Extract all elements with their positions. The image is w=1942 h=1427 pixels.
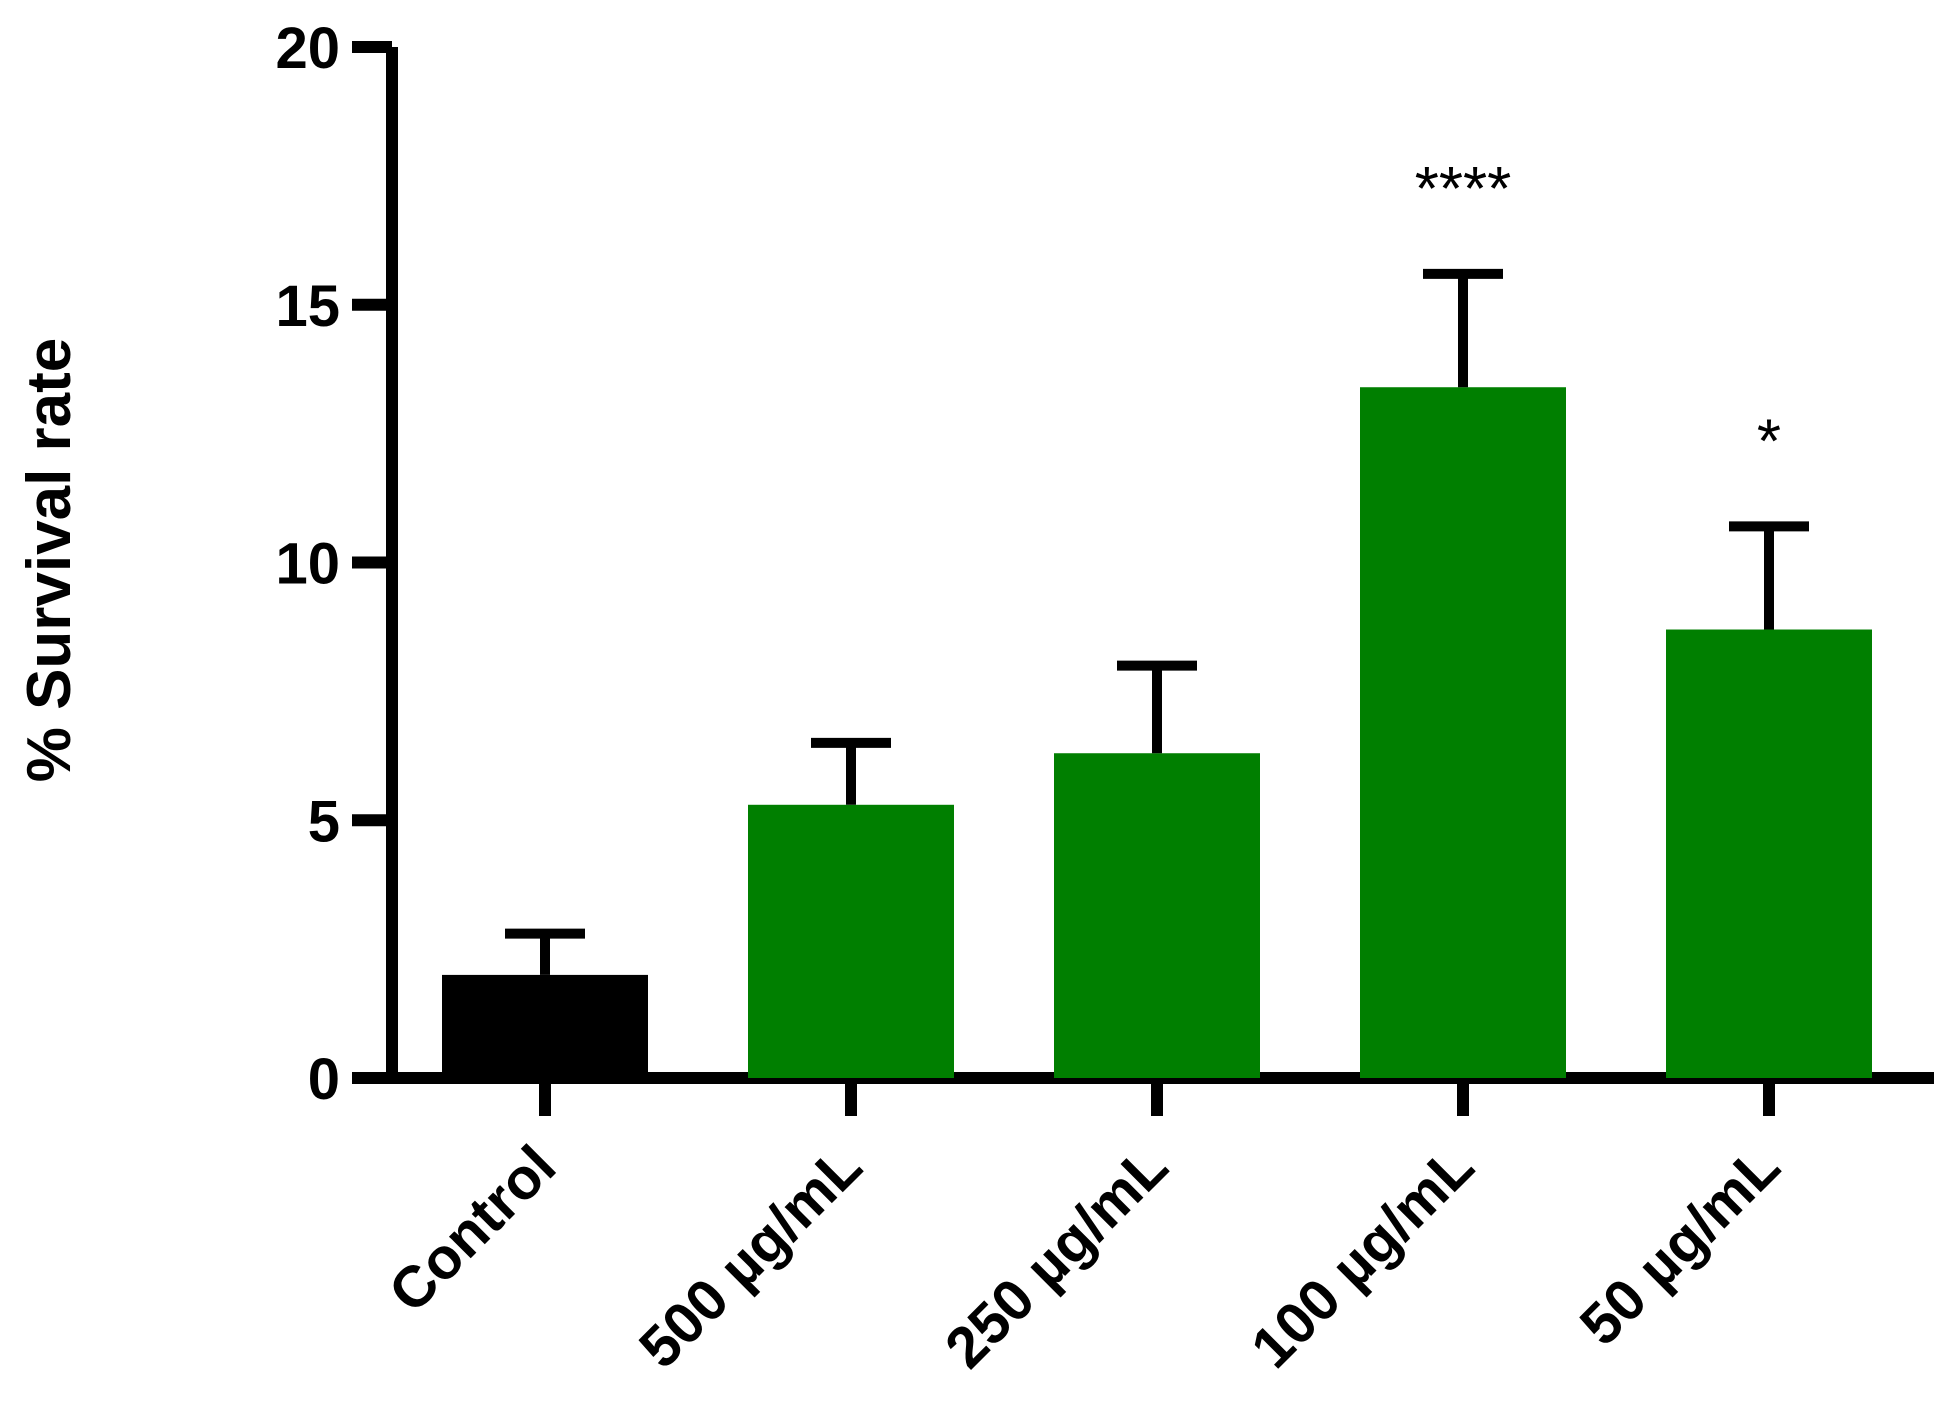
bar-3 — [1360, 387, 1566, 1079]
y-axis-title: % Survival rate — [15, 338, 84, 783]
y-tick-label-10: 10 — [275, 532, 340, 597]
x-tick-label-4: 50 µg/mL — [1568, 1133, 1793, 1358]
y-tick-label-20: 20 — [275, 16, 340, 81]
x-tick-label-2: 250 µg/mL — [933, 1133, 1180, 1380]
y-tick-label-5: 5 — [308, 789, 340, 854]
bar-1 — [748, 804, 954, 1078]
x-tick-label-3: 100 µg/mL — [1239, 1133, 1486, 1380]
x-tick-label-0: Control — [376, 1133, 568, 1325]
bar-0 — [442, 974, 648, 1078]
bar-2 — [1054, 753, 1260, 1078]
y-tick-label-0: 0 — [308, 1047, 340, 1112]
significance-label-4: * — [1757, 407, 1781, 476]
significance-label-3: **** — [1415, 155, 1512, 224]
y-tick-label-15: 15 — [275, 274, 340, 339]
bar-4 — [1666, 629, 1872, 1078]
x-tick-label-1: 500 µg/mL — [627, 1133, 874, 1380]
